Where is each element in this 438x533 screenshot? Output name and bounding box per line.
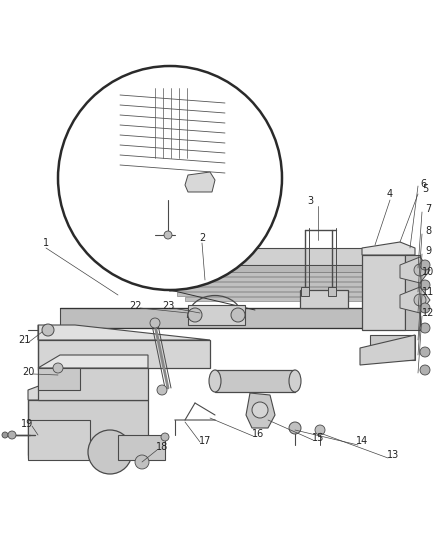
Text: 4: 4: [387, 189, 393, 199]
Bar: [135, 248, 400, 265]
Ellipse shape: [209, 370, 221, 392]
Polygon shape: [400, 287, 430, 313]
Text: 19: 19: [21, 419, 33, 429]
Bar: [38, 368, 148, 400]
Bar: [28, 400, 148, 455]
Polygon shape: [185, 172, 215, 192]
Circle shape: [414, 294, 426, 306]
Circle shape: [8, 431, 16, 439]
Text: 10: 10: [422, 267, 434, 277]
Circle shape: [157, 385, 167, 395]
Bar: [169, 287, 381, 291]
Circle shape: [53, 363, 63, 373]
Polygon shape: [38, 355, 148, 368]
Text: 2: 2: [199, 233, 205, 243]
Bar: [38, 340, 210, 368]
Ellipse shape: [289, 370, 301, 392]
Bar: [301, 287, 309, 296]
Circle shape: [420, 280, 430, 290]
Polygon shape: [362, 242, 415, 255]
Polygon shape: [405, 255, 420, 330]
Bar: [145, 272, 390, 276]
Text: 22: 22: [129, 301, 141, 311]
Bar: [215, 370, 295, 392]
Bar: [300, 290, 348, 308]
Text: 12: 12: [422, 308, 434, 318]
Text: 9: 9: [425, 246, 431, 256]
Circle shape: [231, 308, 245, 322]
Circle shape: [252, 402, 268, 418]
Bar: [362, 255, 405, 330]
Bar: [28, 420, 90, 460]
Bar: [153, 277, 387, 281]
Text: 16: 16: [252, 429, 264, 439]
Circle shape: [420, 303, 430, 313]
Circle shape: [161, 433, 169, 441]
Circle shape: [420, 323, 430, 333]
Text: 15: 15: [312, 433, 324, 443]
Bar: [60, 308, 400, 328]
Circle shape: [42, 324, 54, 336]
Text: 7: 7: [425, 204, 431, 214]
Bar: [161, 282, 384, 286]
Text: 1: 1: [43, 238, 49, 248]
Circle shape: [164, 231, 172, 239]
Circle shape: [58, 66, 282, 290]
Circle shape: [135, 455, 149, 469]
Circle shape: [420, 260, 430, 270]
Text: 20: 20: [22, 367, 34, 377]
Bar: [370, 335, 415, 360]
Bar: [188, 305, 245, 325]
Circle shape: [88, 430, 132, 474]
Text: 14: 14: [356, 436, 368, 446]
Polygon shape: [38, 325, 210, 340]
Text: 5: 5: [422, 184, 428, 194]
Bar: [328, 287, 336, 296]
Text: 21: 21: [18, 335, 30, 345]
Circle shape: [150, 318, 160, 328]
Bar: [185, 297, 375, 301]
Bar: [177, 292, 378, 296]
Text: 6: 6: [420, 179, 426, 189]
Text: 13: 13: [387, 450, 399, 460]
Circle shape: [414, 264, 426, 276]
Polygon shape: [360, 335, 415, 365]
Circle shape: [188, 308, 202, 322]
Polygon shape: [400, 257, 430, 283]
Circle shape: [289, 422, 301, 434]
Text: 8: 8: [425, 226, 431, 236]
Circle shape: [2, 432, 8, 438]
Circle shape: [420, 347, 430, 357]
Polygon shape: [246, 393, 275, 428]
Text: 11: 11: [422, 287, 434, 297]
Text: 23: 23: [162, 301, 174, 311]
Bar: [135, 265, 400, 272]
Circle shape: [315, 425, 325, 435]
Text: 18: 18: [156, 442, 168, 452]
Text: 3: 3: [307, 196, 313, 206]
Text: 17: 17: [199, 436, 211, 446]
Bar: [118, 435, 165, 460]
Circle shape: [420, 365, 430, 375]
Polygon shape: [28, 378, 148, 400]
Bar: [38, 368, 80, 390]
